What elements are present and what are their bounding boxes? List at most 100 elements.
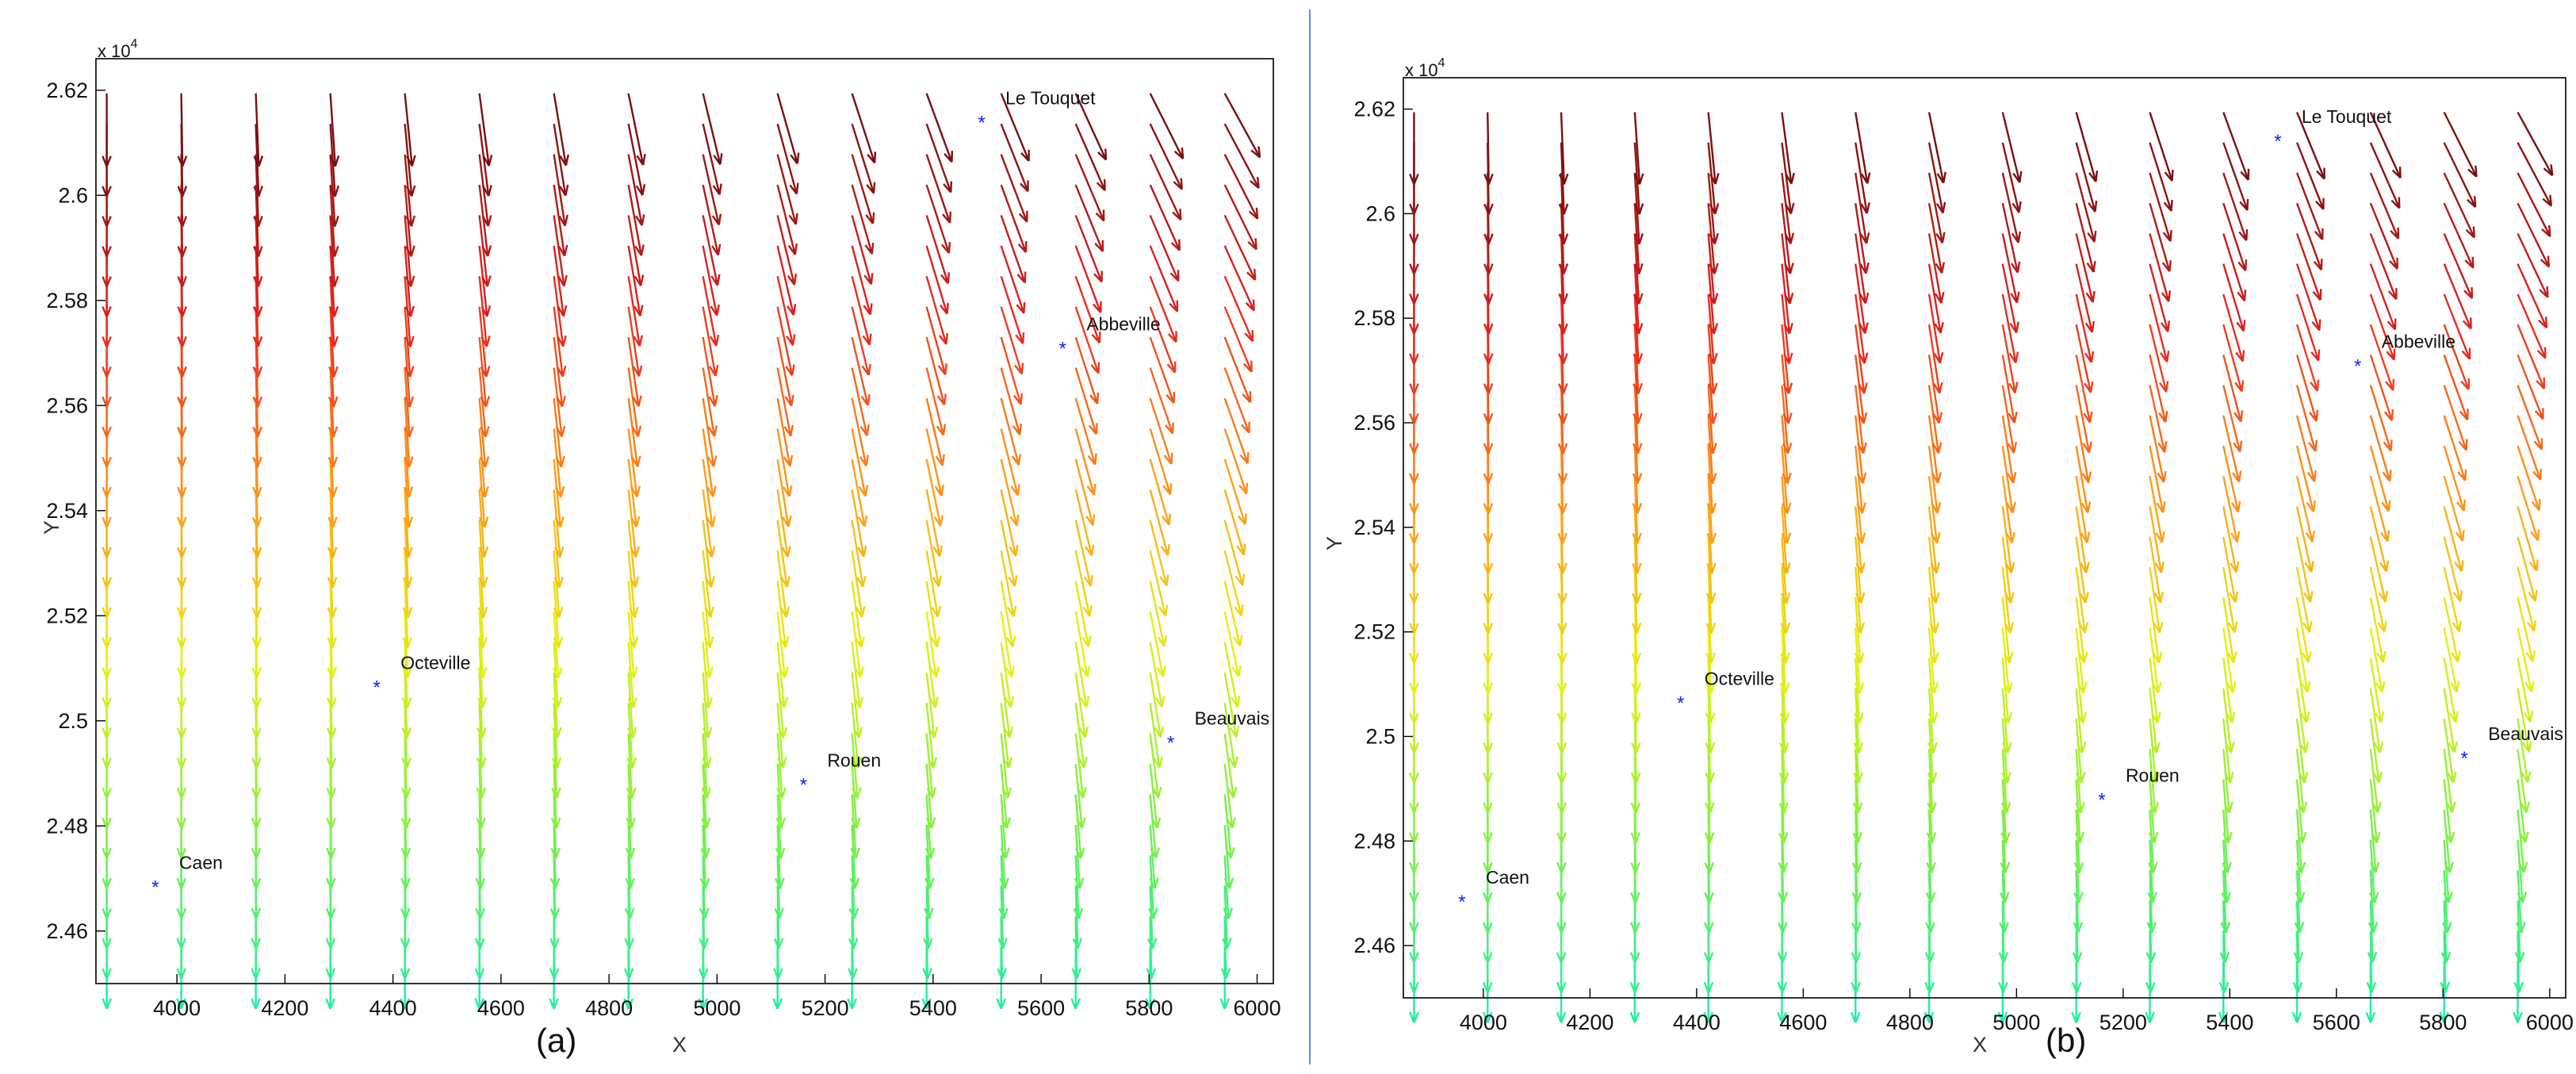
- vector-arrow: [2149, 718, 2161, 784]
- vector-arrow: [1854, 263, 1869, 334]
- vector-arrow: [627, 611, 638, 678]
- vector-arrow: [925, 397, 945, 466]
- vector-arrow: [553, 93, 569, 167]
- y-tick-label: 2.46: [1353, 934, 1395, 957]
- vector-arrow: [851, 93, 877, 164]
- vector-arrow: [1927, 627, 1939, 694]
- vector-arrow: [2369, 385, 2393, 451]
- vector-arrow: [1927, 263, 1944, 334]
- vector-arrow: [851, 763, 861, 829]
- vector-arrow: [627, 336, 642, 407]
- vector-arrow: [1223, 428, 1249, 495]
- vector-arrow: [775, 764, 787, 829]
- vector-arrow: [851, 275, 872, 346]
- vector-arrow: [925, 763, 936, 829]
- vector-arrow: [775, 794, 786, 859]
- vector-arrow: [2517, 172, 2551, 237]
- vector-arrow: [2073, 809, 2084, 873]
- vector-arrow: [1927, 172, 1946, 244]
- vector-arrow: [2222, 263, 2246, 332]
- vector-arrow: [2149, 415, 2167, 483]
- vector-arrow: [702, 336, 718, 407]
- vector-arrow: [702, 520, 715, 588]
- vector-arrow: [1149, 306, 1177, 374]
- vector-arrow: [553, 550, 564, 619]
- vector-arrow: [2222, 536, 2239, 604]
- vector-arrow: [2369, 627, 2386, 693]
- vector-arrow: [2222, 627, 2237, 693]
- vector-arrow: [626, 672, 637, 738]
- vector-arrow: [2149, 688, 2161, 754]
- vector-arrow: [2517, 324, 2546, 389]
- vector-arrow: [2222, 142, 2249, 211]
- vector-arrow: [925, 642, 940, 708]
- vector-arrow: [2075, 142, 2098, 213]
- vector-arrow: [1000, 703, 1013, 769]
- x-tick-label: 6000: [2526, 1011, 2574, 1034]
- vector-arrow: [2443, 779, 2455, 843]
- vector-arrow: [1558, 203, 1569, 275]
- vector-arrow: [1074, 672, 1089, 738]
- vector-arrow: [702, 550, 715, 618]
- vector-arrow: [2000, 779, 2011, 844]
- vector-arrow: [2369, 596, 2387, 663]
- vector-arrow: [2443, 718, 2457, 784]
- vector-arrow: [925, 672, 939, 738]
- vector-arrow: [1149, 550, 1169, 617]
- vector-arrow: [553, 367, 566, 438]
- vector-arrow: [1927, 658, 1939, 724]
- vector-arrow: [776, 245, 797, 316]
- vector-arrow: [1854, 627, 1865, 694]
- vector-arrow: [776, 703, 787, 769]
- vector-arrow: [2075, 385, 2092, 454]
- y-axis-label: Y: [40, 520, 63, 535]
- vector-arrow: [1854, 445, 1866, 514]
- vector-arrow: [627, 367, 642, 437]
- vector-arrow: [478, 367, 490, 438]
- arrow-field: [1409, 111, 2554, 1023]
- vector-arrow: [2369, 749, 2382, 814]
- vector-arrow: [1223, 550, 1244, 616]
- vector-arrow: [851, 123, 876, 194]
- vector-arrow: [478, 306, 491, 378]
- vector-arrow: [2369, 232, 2398, 301]
- vector-arrow: [1000, 642, 1015, 708]
- city-marker: *: [2098, 790, 2105, 811]
- vector-arrow: [702, 703, 712, 769]
- vector-arrow: [776, 93, 800, 165]
- vector-arrow: [2001, 385, 2018, 454]
- vector-arrow: [553, 215, 568, 287]
- x-axis-label: X: [672, 1033, 687, 1057]
- vector-arrow: [1074, 367, 1098, 435]
- vector-arrow: [1781, 355, 1793, 424]
- vector-arrow: [2149, 172, 2172, 242]
- vector-arrow: [1854, 476, 1866, 544]
- vector-arrow: [627, 154, 645, 226]
- city-label: Rouen: [2126, 765, 2180, 786]
- city-marker: *: [373, 677, 381, 699]
- vector-arrow: [2443, 415, 2467, 481]
- vector-arrow: [1071, 916, 1082, 980]
- vector-arrow: [2075, 627, 2088, 694]
- vector-arrow: [702, 276, 720, 347]
- y-tick-label: 2.48: [1353, 829, 1395, 853]
- vector-arrow: [1000, 520, 1018, 587]
- vector-arrow: [2075, 566, 2089, 634]
- x-tick-label: 4000: [1460, 1011, 1507, 1034]
- vector-arrow: [925, 123, 953, 194]
- vector-arrow: [1927, 324, 1943, 394]
- vector-arrow: [702, 489, 716, 558]
- vector-arrow: [2369, 202, 2398, 270]
- vector-arrow: [2443, 172, 2475, 239]
- vector-arrow: [1223, 581, 1243, 647]
- vector-arrow: [2295, 779, 2307, 843]
- vector-arrow: [2295, 385, 2318, 452]
- vector-arrow: [553, 581, 564, 649]
- vector-arrow: [2295, 839, 2306, 903]
- vector-arrow: [776, 123, 799, 195]
- vector-arrow: [851, 154, 875, 224]
- vector-arrow: [329, 93, 340, 167]
- vector-arrow: [478, 123, 492, 197]
- vector-arrow: [776, 428, 793, 497]
- vector-arrow: [702, 93, 723, 165]
